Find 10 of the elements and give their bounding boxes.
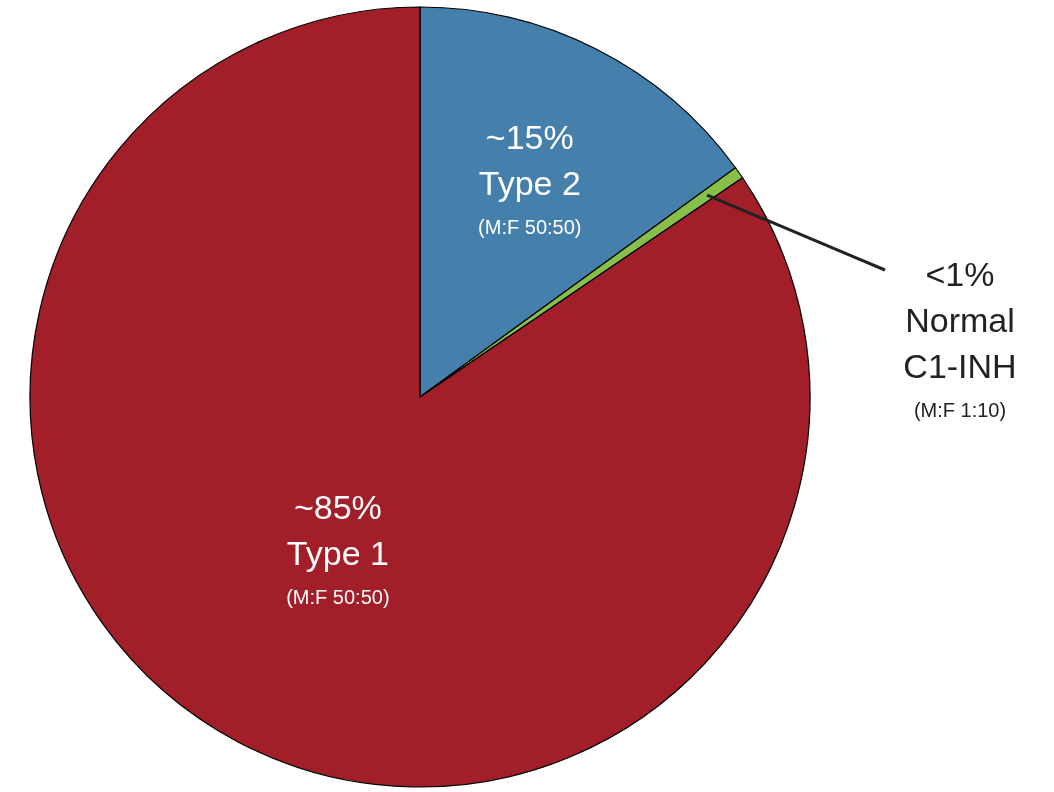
data-label: ~85% xyxy=(293,488,382,527)
data-label: <1% xyxy=(925,255,995,293)
text: (M:F 50:50) xyxy=(478,215,582,238)
slice-label: Normal C1-INH xyxy=(903,301,1017,385)
slice-label: Type 1 xyxy=(286,534,389,573)
pie-slice xyxy=(29,6,811,788)
data-label: ~15% xyxy=(485,117,574,156)
slice-label: Type 2 xyxy=(478,163,581,202)
text: (M:F 1:10) xyxy=(913,399,1007,421)
text: (M:F 50:50) xyxy=(286,586,390,609)
